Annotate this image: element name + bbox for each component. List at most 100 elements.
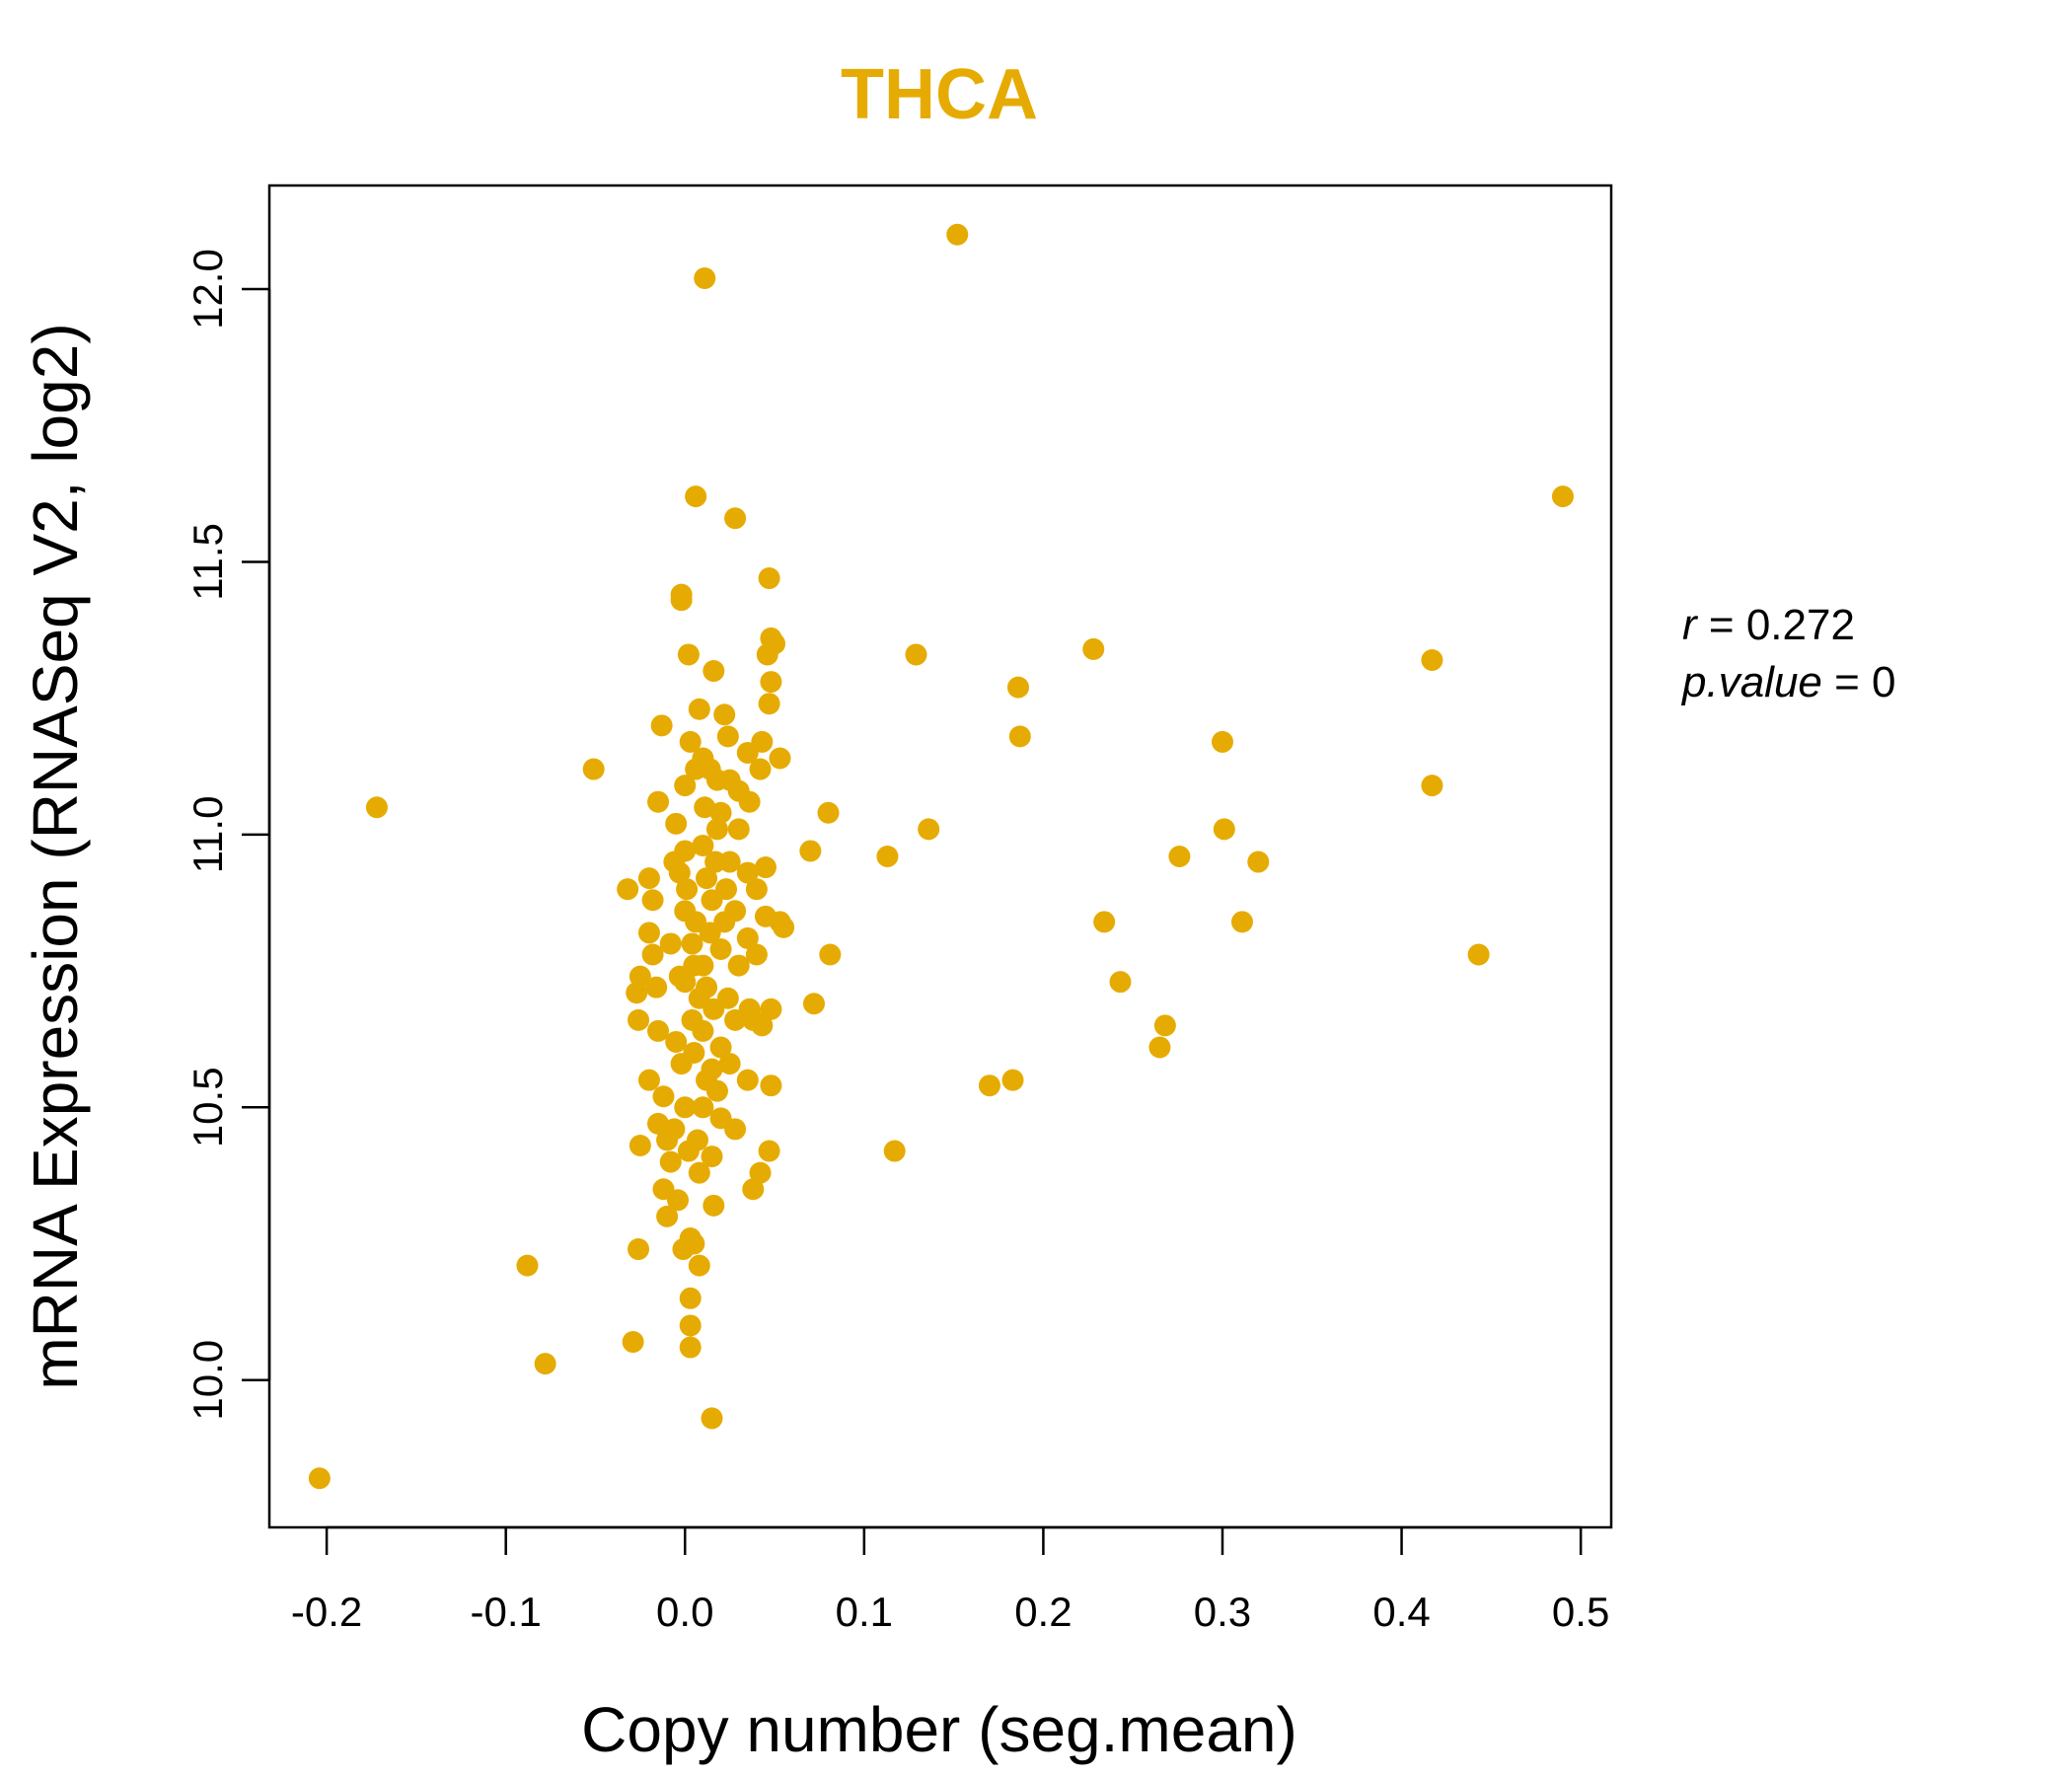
- data-point: [647, 1019, 670, 1042]
- data-point: [656, 1205, 679, 1227]
- data-point: [727, 818, 750, 841]
- data-point: [679, 1287, 702, 1309]
- data-point: [652, 1085, 675, 1108]
- data-point: [692, 1096, 714, 1119]
- data-point: [754, 856, 777, 879]
- data-point: [799, 840, 822, 862]
- data-point: [738, 790, 761, 813]
- data-point: [645, 976, 668, 999]
- data-point: [718, 1053, 741, 1075]
- plot-frame: [267, 184, 1613, 1529]
- data-point: [534, 1353, 556, 1375]
- data-point: [308, 1467, 331, 1490]
- data-point: [686, 1129, 708, 1151]
- data-point: [709, 1036, 732, 1059]
- data-point: [665, 1030, 688, 1053]
- data-point: [742, 1178, 765, 1201]
- data-point: [905, 643, 927, 666]
- data-point: [641, 889, 664, 912]
- x-tick-label: -0.2: [291, 1589, 362, 1635]
- data-point: [582, 758, 605, 780]
- data-point: [724, 507, 747, 530]
- data-point: [1421, 775, 1443, 797]
- data-point: [696, 867, 718, 890]
- data-point: [758, 1140, 780, 1162]
- data-point: [745, 943, 768, 966]
- data-point: [946, 223, 969, 246]
- data-point: [1109, 971, 1132, 994]
- data-point: [1082, 637, 1105, 660]
- data-point: [674, 775, 697, 797]
- data-point: [679, 1314, 702, 1337]
- data-point: [758, 567, 780, 590]
- data-point: [637, 1069, 660, 1091]
- data-point: [883, 1140, 906, 1162]
- data-point: [1008, 725, 1031, 748]
- p-statistic: p.value = 0: [1680, 658, 1896, 706]
- data-point: [688, 1254, 710, 1277]
- data-point: [663, 1118, 686, 1141]
- correlation-stats: r = 0.272 p.value = 0: [1680, 601, 1896, 706]
- data-point: [641, 943, 664, 966]
- data-point: [694, 796, 716, 819]
- data-point: [1211, 730, 1233, 753]
- data-point: [676, 878, 699, 901]
- data-point: [724, 1118, 747, 1141]
- x-tick-label: 0.4: [1372, 1589, 1430, 1635]
- data-point: [713, 703, 736, 726]
- data-point: [749, 1161, 772, 1184]
- data-point: [679, 730, 702, 753]
- data-point: [764, 632, 786, 655]
- data-point: [666, 1189, 689, 1212]
- data-point: [751, 1014, 774, 1037]
- data-point: [1551, 485, 1574, 508]
- x-tick-label: -0.1: [470, 1589, 541, 1635]
- data-point: [749, 758, 772, 780]
- data-point: [677, 643, 700, 666]
- data-point: [704, 851, 727, 873]
- data-point: [668, 965, 691, 988]
- data-point: [681, 1008, 703, 1031]
- data-point: [1006, 676, 1029, 699]
- data-point: [773, 916, 795, 938]
- data-point: [817, 801, 840, 824]
- x-axis-label: Copy number (seg.mean): [581, 1694, 1297, 1765]
- data-point: [978, 1074, 1000, 1097]
- data-point: [626, 982, 648, 1004]
- r-statistic: r = 0.272: [1682, 601, 1855, 649]
- data-point: [703, 660, 725, 683]
- data-point: [692, 834, 714, 856]
- data-point: [637, 867, 660, 890]
- data-point: [365, 796, 388, 819]
- data-point: [1093, 911, 1116, 933]
- data-point: [715, 878, 738, 901]
- data-point: [681, 932, 703, 955]
- data-point: [703, 1194, 725, 1217]
- y-tick-label: 11.5: [185, 523, 231, 601]
- data-point: [713, 911, 736, 933]
- data-point: [694, 266, 716, 289]
- y-tick-label: 10.5: [185, 1067, 231, 1147]
- data-point: [659, 1150, 682, 1173]
- x-axis: -0.2 -0.1 0.0 0.1 0.2 0.3 0.4 0.5: [291, 1525, 1609, 1635]
- chart-title: THCA: [841, 55, 1038, 134]
- data-point: [745, 878, 768, 901]
- y-axis: 10.0 10.5 11.0 11.5 12.0: [185, 249, 271, 1421]
- data-point: [674, 1096, 697, 1119]
- data-point: [668, 861, 691, 884]
- data-point: [688, 698, 710, 720]
- data-point: [736, 861, 759, 884]
- data-point: [758, 693, 780, 715]
- y-tick-label: 11.0: [185, 796, 231, 874]
- data-point: [670, 583, 693, 606]
- data-point: [670, 1053, 693, 1075]
- data-point: [705, 818, 728, 841]
- data-point: [629, 1135, 651, 1157]
- data-point: [736, 926, 759, 949]
- data-point: [617, 878, 639, 901]
- p-label: p.value: [1680, 658, 1822, 706]
- y-axis-label: mRNA Expression (RNASeq V2, log2): [20, 323, 91, 1389]
- y-tick-label: 10.0: [185, 1340, 231, 1421]
- data-point: [628, 1238, 650, 1261]
- data-point: [1421, 648, 1443, 671]
